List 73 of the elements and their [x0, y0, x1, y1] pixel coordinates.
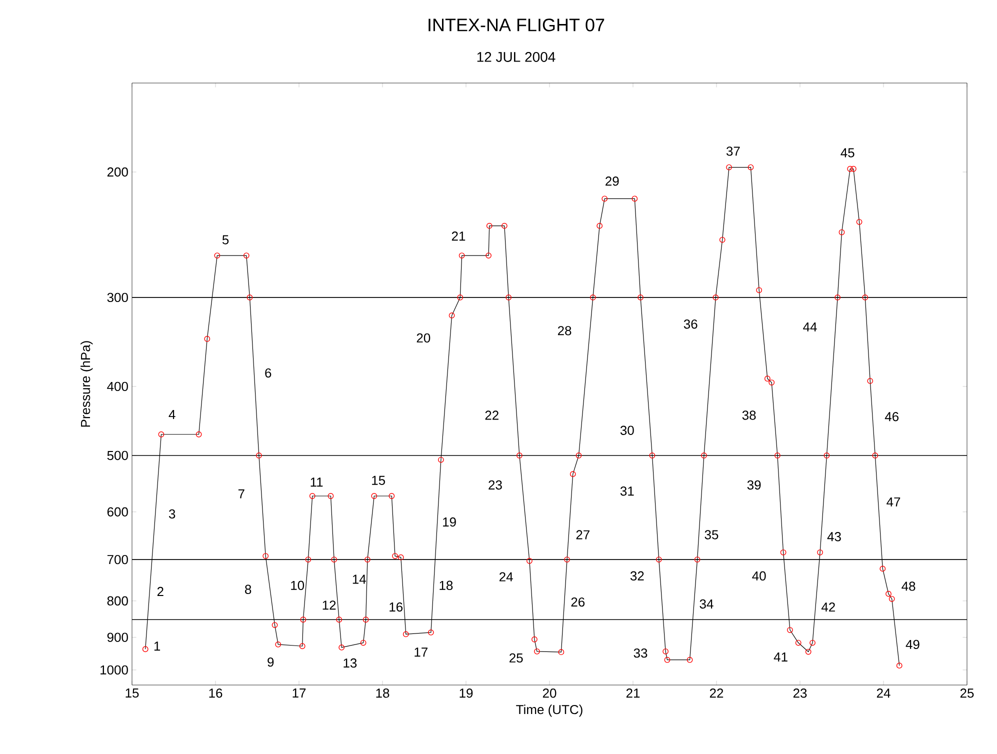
annotation: 18	[440, 580, 453, 590]
annotation: 7	[238, 489, 244, 498]
annotation: 25	[510, 653, 523, 663]
annotation: 39	[747, 480, 761, 490]
annotation: 11	[310, 478, 323, 487]
x-tick-label: 24	[876, 688, 890, 698]
annotation: 5	[222, 235, 229, 244]
x-tick-label: 16	[209, 688, 222, 698]
y-tick-label: 800	[107, 596, 128, 606]
annotation: 23	[488, 480, 502, 490]
x-tick-label: 21	[626, 688, 640, 698]
x-axis-title: Time (UTC)	[516, 704, 582, 717]
x-tick-label: 20	[542, 688, 556, 698]
y-tick-label: 200	[107, 167, 128, 177]
annotation: 40	[752, 571, 766, 581]
annotation: 6	[265, 368, 272, 378]
annotation: 12	[322, 600, 336, 610]
annotation: 26	[571, 597, 585, 607]
annotation: 29	[606, 176, 619, 186]
chart-title: INTEX-NA FLIGHT 07	[428, 18, 604, 32]
annotation: 4	[168, 410, 176, 419]
y-tick-label: 400	[107, 382, 128, 392]
annotation: 20	[416, 333, 430, 343]
y-tick-label: 700	[107, 554, 128, 564]
annotation: 24	[500, 572, 513, 582]
annotation: 36	[684, 319, 698, 329]
annotation: 32	[630, 571, 644, 581]
annotation: 33	[634, 648, 648, 658]
annotation: 30	[620, 426, 634, 435]
annotation: 21	[452, 232, 466, 241]
x-tick-label: 15	[126, 688, 139, 698]
x-tick-label: 22	[710, 688, 724, 698]
annotation: 45	[840, 148, 854, 158]
x-tick-label: 19	[460, 688, 473, 698]
annotation: 38	[742, 410, 756, 420]
annotation: 41	[774, 652, 788, 662]
annotation: 43	[827, 532, 841, 542]
y-tick-label: 900	[107, 632, 128, 642]
x-tick-label: 17	[292, 688, 306, 698]
y-tick-label: 1000	[100, 665, 128, 675]
x-tick-label: 25	[960, 688, 974, 698]
annotation: 9	[268, 657, 274, 667]
annotation: 3	[168, 509, 176, 519]
annotation: 13	[344, 658, 357, 668]
annotation: 28	[558, 326, 572, 336]
annotation: 8	[245, 584, 252, 594]
annotation: 48	[902, 582, 916, 591]
annotation: 49	[906, 640, 920, 650]
annotation: 35	[704, 530, 718, 540]
annotation: 19	[443, 517, 456, 527]
annotation: 31	[620, 486, 634, 496]
annotation: 44	[803, 322, 817, 332]
annotation: 15	[372, 476, 386, 485]
y-tick-label: 500	[107, 450, 128, 460]
annotation: 2	[157, 586, 164, 596]
x-tick-label: 23	[793, 688, 807, 698]
annotation: 17	[414, 648, 428, 657]
annotation: 14	[352, 574, 366, 584]
annotation: 10	[291, 580, 304, 590]
annotation: 16	[390, 602, 403, 612]
annotation: 47	[886, 497, 900, 506]
annotation: 22	[485, 410, 498, 420]
annotation: 27	[576, 530, 590, 540]
annotation: 42	[821, 602, 835, 612]
y-axis-title: Pressure (hPa)	[80, 341, 93, 427]
annotation: 34	[700, 599, 714, 609]
annotation: 46	[884, 412, 899, 422]
y-tick-label: 600	[107, 507, 128, 516]
x-tick-label: 18	[376, 688, 390, 698]
y-tick-label: 300	[107, 292, 128, 302]
annotation: 37	[726, 146, 740, 156]
annotation: 1	[154, 642, 160, 651]
chart-subtitle: 12 JUL 2004	[477, 52, 556, 62]
